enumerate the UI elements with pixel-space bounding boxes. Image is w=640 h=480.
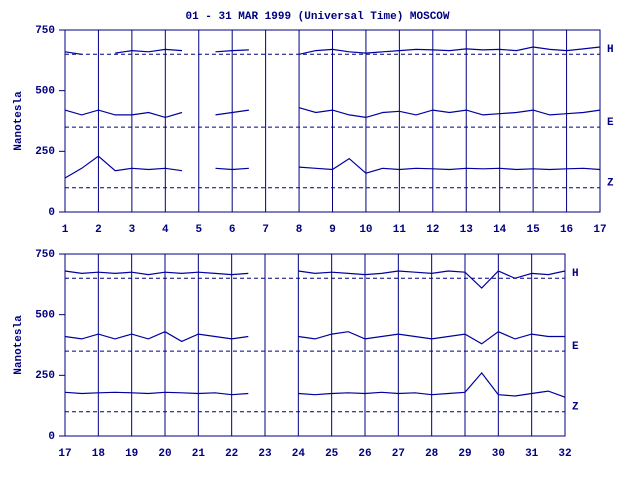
y-tick-label: 750	[35, 249, 55, 261]
x-tick-label: 26	[358, 448, 371, 460]
x-tick-label: 3	[129, 224, 136, 236]
y-tick-label: 500	[35, 310, 55, 322]
x-tick-label: 12	[426, 224, 439, 236]
x-tick-label: 18	[92, 448, 106, 460]
x-tick-label: 17	[593, 224, 606, 236]
series-label: H	[607, 44, 614, 56]
x-tick-label: 30	[492, 448, 505, 460]
y-tick-label: 0	[48, 207, 55, 219]
x-tick-label: 1	[62, 224, 69, 236]
x-tick-label: 11	[393, 224, 407, 236]
x-tick-label: 20	[158, 448, 171, 460]
x-tick-label: 15	[527, 224, 541, 236]
y-tick-label: 250	[35, 146, 55, 158]
x-tick-label: 2	[95, 224, 102, 236]
x-tick-label: 24	[292, 448, 306, 460]
series-label: Z	[572, 402, 579, 414]
series-label: E	[607, 117, 614, 129]
chart-title: 01 - 31 MAR 1999 (Universal Time) MOSCOW	[185, 11, 449, 23]
series-line	[64, 331, 565, 345]
x-tick-label: 22	[225, 448, 238, 460]
series-line	[64, 270, 566, 289]
x-tick-label: 21	[192, 448, 206, 460]
x-tick-label: 8	[296, 224, 303, 236]
x-tick-label: 31	[525, 448, 539, 460]
x-tick-label: 29	[458, 448, 471, 460]
series-label: E	[572, 341, 579, 353]
x-tick-label: 4	[162, 224, 169, 236]
x-tick-label: 14	[493, 224, 507, 236]
x-tick-label: 32	[558, 448, 571, 460]
x-tick-label: 10	[359, 224, 372, 236]
series-label: Z	[607, 178, 614, 190]
x-tick-label: 17	[58, 448, 71, 460]
x-tick-label: 16	[560, 224, 573, 236]
x-tick-label: 5	[195, 224, 202, 236]
y-tick-label: 750	[35, 25, 55, 37]
series-label: H	[572, 268, 579, 280]
series-line	[64, 107, 601, 119]
series-line	[64, 46, 601, 55]
y-axis-label: Nanotesla	[13, 91, 25, 151]
series-line	[64, 371, 566, 398]
series-line	[64, 155, 601, 179]
x-tick-label: 25	[325, 448, 339, 460]
x-tick-label: 9	[329, 224, 336, 236]
x-tick-label: 23	[258, 448, 272, 460]
y-tick-label: 500	[35, 86, 55, 98]
y-tick-label: 0	[48, 431, 55, 443]
y-tick-label: 250	[35, 370, 55, 382]
x-tick-label: 28	[425, 448, 439, 460]
x-tick-label: 13	[460, 224, 474, 236]
x-tick-label: 7	[262, 224, 269, 236]
y-axis-label: Nanotesla	[13, 315, 25, 375]
x-tick-label: 19	[125, 448, 138, 460]
x-tick-label: 27	[392, 448, 405, 460]
x-tick-label: 6	[229, 224, 236, 236]
plot-frame	[64, 253, 566, 437]
